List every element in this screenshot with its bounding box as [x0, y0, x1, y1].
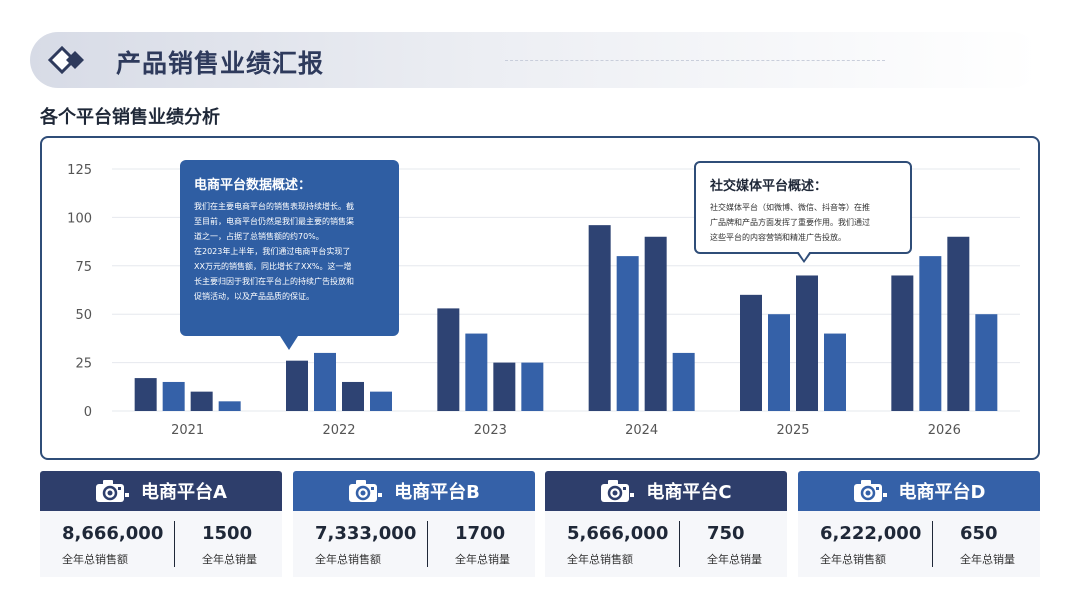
- platform-card-d: 电商平台D 6,222,000 全年总销售额 650 全年总销量: [798, 471, 1040, 577]
- callout-line: 长主要归因于我们在平台上的持续广告投放和: [194, 277, 354, 286]
- bar: [493, 362, 516, 411]
- section-subtitle: 各个平台销售业绩分析: [40, 107, 220, 128]
- card-header: 电商平台D: [798, 471, 1040, 511]
- x-tick-label: 2025: [776, 423, 809, 438]
- x-tick-label: 2022: [322, 423, 355, 438]
- bar: [370, 391, 392, 411]
- bar: [796, 275, 818, 411]
- callout-line: 这些平台的内容营销和精准广告投放。: [710, 233, 846, 242]
- card-title: 电商平台C: [646, 482, 732, 503]
- callout-line: 在2023年上半年，我们通过电商平台实现了: [194, 247, 351, 256]
- card-title: 电商平台B: [394, 482, 480, 503]
- social-callout: 社交媒体平台概述： 社交媒体平台（如微博、微信、抖音等）在推 广品牌和产品方面发…: [694, 161, 912, 263]
- annual-sales-value: 5,666,000: [567, 523, 669, 544]
- stat-divider: [679, 521, 680, 567]
- bar: [134, 378, 157, 411]
- card-body: 6,222,000 全年总销售额 650 全年总销量: [798, 511, 1040, 577]
- y-tick-label: 25: [75, 357, 92, 372]
- ecommerce-callout-text: 我们在主要电商平台的销售表现持续增长。截 至目前，电商平台仍然是我们最主要的销售…: [194, 199, 385, 304]
- bar: [740, 294, 762, 411]
- page-title: 产品销售业绩汇报: [116, 49, 325, 78]
- annual-volume-value: 1700: [455, 523, 506, 544]
- callout-line: 促销活动，以及产品品质的保证。: [194, 292, 314, 301]
- header-divider: [505, 60, 885, 61]
- bar: [218, 401, 241, 411]
- bar: [616, 256, 639, 411]
- camera-icon: [601, 480, 635, 502]
- card-body: 7,333,000 全年总销售额 1700 全年总销量: [293, 511, 535, 577]
- x-tick-label: 2021: [171, 423, 204, 438]
- platform-card-b: 电商平台B 7,333,000 全年总销售额 1700 全年总销量: [293, 471, 535, 577]
- platform-cards: 电商平台A 8,666,000 全年总销售额 1500 全年总销量 电商平台B …: [40, 471, 1040, 577]
- bar: [286, 360, 308, 411]
- platform-card-a: 电商平台A 8,666,000 全年总销售额 1500 全年总销量: [40, 471, 282, 577]
- annual-sales-value: 7,333,000: [315, 523, 417, 544]
- card-header: 电商平台B: [293, 471, 535, 511]
- annual-sales-label: 全年总销售额: [315, 553, 381, 566]
- card-header: 电商平台A: [40, 471, 282, 511]
- card-title: 电商平台D: [898, 482, 986, 503]
- bar: [975, 314, 998, 411]
- camera-icon: [349, 480, 383, 502]
- callout-line: 至目前，电商平台仍然是我们最主要的销售渠: [194, 217, 354, 226]
- bar: [919, 256, 942, 411]
- callout-line: 广品牌和产品方面发挥了重要作用。我们通过: [710, 218, 870, 227]
- bar: [672, 352, 695, 411]
- annual-volume-label: 全年总销量: [202, 553, 257, 566]
- bar: [437, 308, 460, 411]
- annual-sales-value: 8,666,000: [62, 523, 164, 544]
- bar: [190, 391, 213, 411]
- camera-icon: [853, 480, 887, 502]
- callout-line: 道之一，占据了总销售额的约70%。: [194, 232, 324, 241]
- y-tick-label: 75: [75, 260, 92, 275]
- annual-volume-label: 全年总销量: [960, 553, 1015, 566]
- social-callout-text: 社交媒体平台（如微博、微信、抖音等）在推 广品牌和产品方面发挥了重要作用。我们通…: [710, 200, 896, 245]
- bar: [342, 381, 364, 411]
- x-tick-label: 2026: [928, 423, 961, 438]
- bar: [824, 333, 846, 411]
- y-tick-label: 100: [67, 211, 92, 226]
- camera-icon: [96, 480, 130, 502]
- annual-sales-label: 全年总销售额: [567, 553, 633, 566]
- callout-line: 我们在主要电商平台的销售表现持续增长。截: [194, 202, 354, 211]
- bar: [768, 314, 790, 411]
- bar: [588, 225, 611, 411]
- stat-divider: [174, 521, 175, 567]
- x-tick-label: 2024: [625, 423, 658, 438]
- ecommerce-callout-title: 电商平台数据概述：: [194, 178, 312, 193]
- callout-line: XX万元的销售额，同比增长了XX%。这一增: [194, 262, 352, 271]
- stat-divider: [932, 521, 933, 567]
- bar: [947, 236, 970, 411]
- y-tick-label: 125: [67, 163, 92, 178]
- bar: [162, 381, 185, 411]
- bar: [521, 362, 544, 411]
- annual-sales-value: 6,222,000: [820, 523, 922, 544]
- ecommerce-callout: 电商平台数据概述： 我们在主要电商平台的销售表现持续增长。截 至目前，电商平台仍…: [180, 160, 399, 350]
- y-tick-label: 0: [84, 405, 92, 420]
- y-tick-label: 50: [75, 308, 92, 323]
- annual-volume-label: 全年总销量: [707, 553, 762, 566]
- bar: [891, 275, 914, 411]
- diamond-logo-icon: [47, 45, 84, 75]
- card-title: 电商平台A: [141, 482, 227, 503]
- annual-volume-value: 650: [960, 523, 998, 544]
- social-callout-title: 社交媒体平台概述：: [710, 179, 828, 194]
- platform-card-c: 电商平台C 5,666,000 全年总销售额 750 全年总销量: [545, 471, 787, 577]
- callout-line: 社交媒体平台（如微博、微信、抖音等）在推: [710, 203, 870, 212]
- annual-volume-value: 750: [707, 523, 745, 544]
- annual-volume-label: 全年总销量: [455, 553, 510, 566]
- card-body: 8,666,000 全年总销售额 1500 全年总销量: [40, 511, 282, 577]
- bar: [465, 333, 488, 411]
- card-body: 5,666,000 全年总销售额 750 全年总销量: [545, 511, 787, 577]
- bar: [314, 352, 336, 411]
- card-header: 电商平台C: [545, 471, 787, 511]
- annual-sales-label: 全年总销售额: [820, 553, 886, 566]
- x-tick-label: 2023: [474, 423, 507, 438]
- stat-divider: [427, 521, 428, 567]
- annual-volume-value: 1500: [202, 523, 253, 544]
- bar: [644, 236, 667, 411]
- annual-sales-label: 全年总销售额: [62, 553, 128, 566]
